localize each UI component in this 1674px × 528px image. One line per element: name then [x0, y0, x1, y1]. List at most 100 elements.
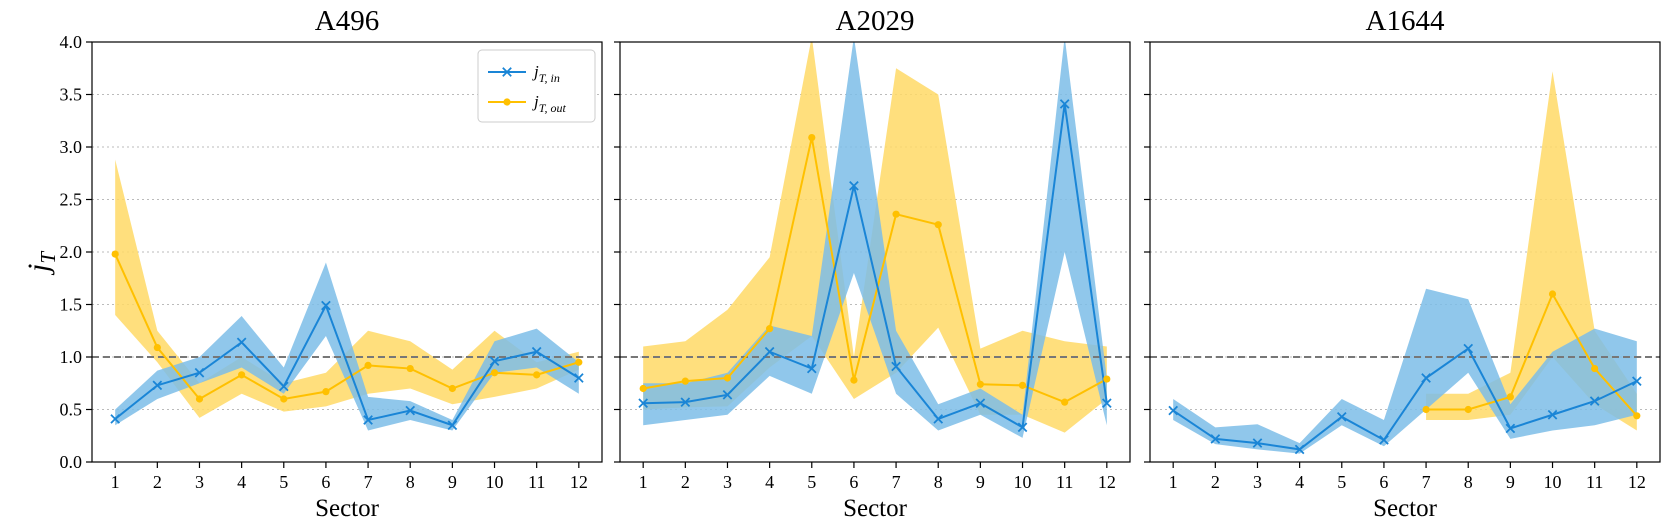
x-tick-label: 4: [237, 472, 246, 492]
out-point: [1018, 381, 1027, 389]
x-tick-label: 6: [849, 472, 858, 492]
x-tick-label: 10: [486, 472, 504, 492]
x-tick-label: 8: [1464, 472, 1473, 492]
in-point: [1168, 405, 1179, 416]
in-line: [643, 103, 1108, 429]
in-point: [1505, 423, 1516, 434]
x-tick-label: 12: [1628, 472, 1646, 492]
in-point: [573, 373, 584, 383]
in-band: [643, 42, 1107, 438]
in-band: [115, 262, 579, 431]
legend-box: [477, 49, 596, 123]
y-tick-label: 3.0: [60, 137, 83, 157]
in-point: [1421, 373, 1431, 383]
in-point: [1101, 398, 1112, 409]
out-point: [1061, 398, 1069, 406]
out-point: [280, 395, 288, 403]
out-point: [808, 133, 816, 142]
in-point: [531, 346, 542, 357]
in-point: [933, 414, 944, 424]
in-point: [1252, 438, 1263, 448]
x-axis-label: Sector: [843, 495, 908, 522]
in-point: [110, 414, 121, 424]
plot-area: [92, 159, 602, 431]
in-line: [1172, 347, 1638, 451]
x-tick-label: 8: [934, 472, 943, 492]
x-tick-label: 8: [406, 472, 415, 492]
legend-marker-out: [503, 98, 511, 106]
legend-marker-in: [502, 67, 512, 77]
plot-area: [1150, 71, 1660, 455]
in-point: [1379, 435, 1389, 445]
in-point: [806, 363, 817, 374]
x-tick-label: 11: [528, 472, 545, 492]
x-tick-label: 7: [1422, 472, 1431, 492]
in-point: [1631, 376, 1642, 386]
y-tick-label: 4.0: [60, 32, 83, 52]
in-point: [489, 356, 500, 367]
x-tick-label: 3: [195, 472, 204, 492]
out-line: [1426, 291, 1638, 417]
x-tick-label: 7: [892, 472, 901, 492]
out-point: [934, 221, 942, 229]
x-tick-label: 3: [723, 472, 732, 492]
x-tick-label: 11: [1056, 472, 1073, 492]
in-point: [321, 300, 331, 311]
in-point: [363, 415, 373, 425]
out-point: [1633, 412, 1641, 420]
out-point: [1548, 290, 1557, 298]
x-tick-label: 1: [1169, 472, 1178, 492]
panel-title: A1644: [1366, 5, 1445, 37]
out-point: [892, 210, 900, 218]
out-point: [490, 369, 499, 377]
out-point: [533, 371, 541, 379]
x-tick-label: 9: [976, 472, 985, 492]
out-point: [1591, 364, 1599, 373]
y-tick-label: 0.0: [60, 452, 83, 472]
x-tick-label: 9: [1506, 472, 1515, 492]
in-point: [1589, 396, 1600, 406]
x-tick-label: 4: [1295, 472, 1304, 492]
out-point: [406, 364, 414, 373]
out-point: [111, 250, 119, 258]
in-point: [194, 367, 205, 378]
x-tick-label: 10: [1014, 472, 1032, 492]
y-tick-label: 1.5: [60, 295, 83, 315]
y-tick-label: 2.5: [60, 190, 83, 210]
y-tick-label: 0.5: [60, 400, 83, 420]
y-tick-label: 3.5: [60, 85, 83, 105]
x-tick-label: 1: [639, 472, 648, 492]
x-tick-label: 12: [570, 472, 588, 492]
in-point: [1210, 434, 1221, 444]
plot-area: [620, 42, 1130, 438]
in-point: [722, 389, 733, 400]
x-tick-label: 5: [807, 472, 816, 492]
in-point: [1336, 412, 1347, 422]
out-point: [681, 377, 689, 385]
legend-label-in: jT, in: [532, 62, 560, 85]
y-tick-label: 2.0: [60, 242, 83, 262]
in-point: [1463, 343, 1474, 354]
x-axis-label: Sector: [1373, 495, 1438, 522]
out-point: [723, 374, 732, 382]
panel-title: A2029: [836, 5, 915, 37]
out-line: [643, 137, 1108, 404]
in-point: [638, 398, 649, 409]
out-point: [575, 358, 583, 366]
x-tick-label: 6: [1379, 472, 1388, 492]
x-tick-label: 7: [364, 472, 373, 492]
in-point: [849, 181, 859, 191]
in-line: [114, 303, 580, 427]
legend: jT, in jT, out: [477, 49, 596, 123]
in-point: [278, 381, 289, 392]
y-axis-label-main: j: [22, 264, 55, 276]
out-point: [448, 384, 456, 393]
y-tick-label: 1.0: [60, 347, 83, 367]
x-tick-label: 2: [1211, 472, 1220, 492]
out-point: [1422, 405, 1430, 414]
x-tick-label: 2: [681, 472, 690, 492]
